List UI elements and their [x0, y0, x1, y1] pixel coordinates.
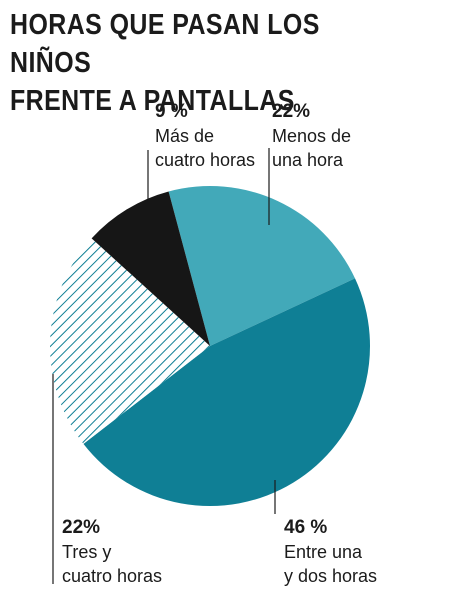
pie-slice-0 — [168, 185, 356, 346]
pie-slice-3 — [91, 191, 210, 346]
slice-label-mas-de-cuatro-horas: 9 % Más de cuatro horas — [155, 100, 255, 172]
slice-percent: 9 % — [155, 101, 188, 122]
slice-category: Entre una y dos horas — [284, 542, 378, 586]
slice-label-tres-y-cuatro-horas: 22% Tres y cuatro horas — [62, 516, 162, 588]
slice-percent: 22% — [62, 517, 101, 538]
chart-title: HORAS QUE PASAN LOS NIÑOS FRENTE A PANTA… — [10, 6, 380, 120]
slice-label-entre-una-y-dos-horas: 46 % Entre una y dos horas — [284, 516, 377, 588]
slice-category: Tres y cuatro horas — [62, 542, 163, 586]
pie-slice-1 — [83, 278, 370, 506]
slice-category: Más de cuatro horas — [155, 126, 256, 170]
title-line-1: HORAS QUE PASAN LOS NIÑOS — [10, 9, 320, 79]
title-line-2: FRENTE A PANTALLAS — [10, 85, 295, 117]
slice-percent: 22% — [272, 101, 311, 122]
pie-slice-2 — [50, 238, 211, 444]
slice-label-menos-de-una-hora: 22% Menos de una hora — [272, 100, 351, 172]
slice-percent: 46 % — [284, 517, 328, 538]
slice-category: Menos de una hora — [272, 126, 352, 170]
